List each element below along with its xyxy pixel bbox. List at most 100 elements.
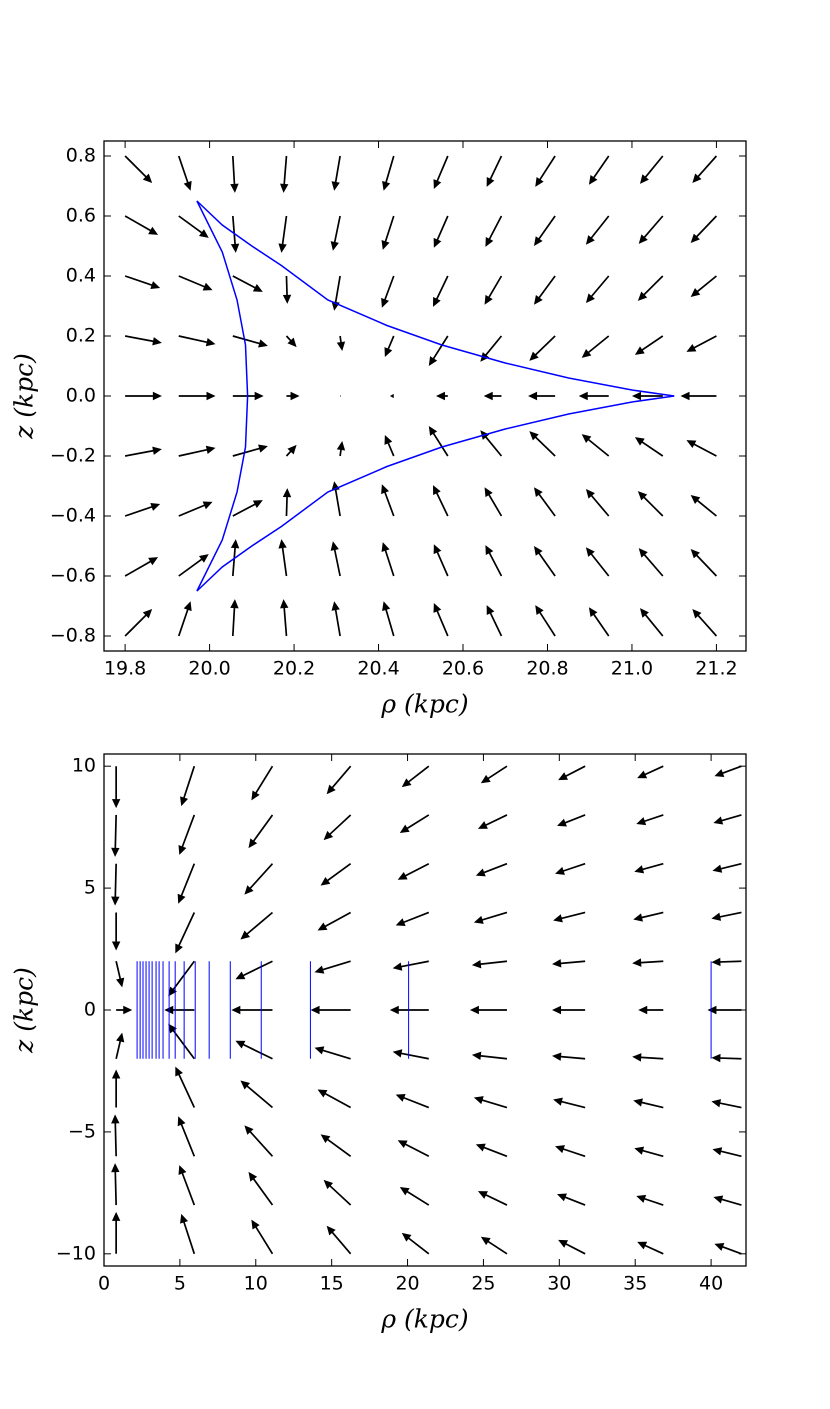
arrow (244, 1125, 274, 1157)
arrow (164, 1005, 195, 1015)
arrow (631, 391, 663, 401)
arrow (177, 601, 192, 637)
arrow (713, 814, 742, 825)
x-tick-label: 0 (98, 1273, 110, 1295)
arrow (714, 765, 742, 778)
arrow (381, 542, 395, 577)
arrow (486, 605, 503, 637)
x-tick-label: 40 (699, 1273, 723, 1295)
arrow (323, 814, 352, 841)
arrow (686, 335, 717, 352)
arrow (632, 1053, 664, 1062)
arrow (397, 1140, 430, 1158)
arrow (486, 155, 503, 187)
arrow (428, 426, 449, 457)
arrow (124, 609, 153, 637)
arrow (178, 335, 216, 347)
arrow (585, 547, 610, 577)
arrow (634, 862, 664, 874)
arrow (175, 912, 196, 954)
arrow (711, 957, 742, 967)
arrow (381, 215, 395, 250)
arrow (336, 441, 346, 457)
arrow (555, 862, 586, 875)
arrow (175, 1066, 196, 1108)
arrow (282, 275, 292, 304)
arrow (558, 765, 586, 781)
y-axis-label: z (kpc) (10, 353, 39, 440)
arrow (578, 391, 609, 401)
arrow (178, 445, 216, 457)
arrow (480, 1236, 508, 1255)
arrow (382, 155, 395, 191)
caustic-curve (196, 200, 249, 592)
arrow (692, 609, 718, 637)
arrow (232, 444, 268, 457)
arrow (477, 1191, 508, 1206)
arrow (480, 430, 503, 457)
arrow (480, 765, 508, 784)
arrow (178, 215, 209, 238)
arrow (585, 215, 610, 245)
arrow (633, 911, 664, 922)
arrow (555, 1145, 586, 1158)
arrow (713, 1195, 742, 1206)
arrow (638, 548, 664, 577)
arrow (317, 1089, 352, 1109)
arrow (585, 489, 610, 517)
arrow (473, 1096, 508, 1109)
arrow (111, 814, 120, 857)
arrow (115, 1032, 125, 1059)
arrow (285, 335, 297, 348)
arrow (111, 1114, 120, 1157)
x-tick-label: 20 (395, 1273, 419, 1295)
arrow (177, 1116, 196, 1157)
arrow (484, 487, 503, 517)
arrow (111, 1163, 120, 1206)
arrow (235, 1040, 273, 1060)
arrow (180, 1213, 196, 1255)
x-tick-label: 10 (244, 1273, 268, 1295)
arrow (111, 863, 120, 906)
y-tick-label: 5 (84, 877, 96, 899)
arrow (232, 275, 263, 292)
arrow (638, 215, 664, 244)
arrow (714, 1242, 742, 1255)
x-tick-label: 20.0 (188, 658, 230, 680)
arrow (392, 960, 429, 971)
arrow (177, 155, 192, 191)
arrow (637, 1241, 664, 1255)
arrow (278, 539, 288, 577)
arrow (690, 495, 717, 517)
arrow (634, 335, 664, 355)
arrow (178, 391, 216, 401)
arrow (471, 959, 508, 969)
arrow (314, 1046, 351, 1060)
arrow (581, 335, 610, 358)
arrow (178, 1165, 196, 1206)
arrow (340, 395, 341, 397)
y-tick-label: 0.4 (66, 265, 96, 287)
arrow (690, 275, 717, 297)
arrow (485, 545, 503, 577)
arrow (581, 434, 610, 457)
arrow (636, 814, 664, 826)
arrow (282, 488, 292, 517)
arrow (116, 1005, 133, 1015)
arrow (231, 1005, 273, 1015)
arrow (280, 599, 289, 637)
arrow (552, 959, 586, 968)
arrow (686, 440, 717, 457)
x-tick-label: 30 (547, 1273, 571, 1295)
arrow (711, 1099, 742, 1109)
arrow (477, 814, 508, 829)
y-tick-label: −10 (56, 1242, 96, 1264)
arrow (535, 155, 556, 187)
arrow (320, 1134, 352, 1157)
arrow (317, 911, 352, 931)
arrow (399, 814, 430, 833)
arrow (475, 1143, 508, 1158)
arrow (248, 1171, 274, 1206)
arrow (395, 911, 430, 927)
arrow (178, 501, 213, 517)
